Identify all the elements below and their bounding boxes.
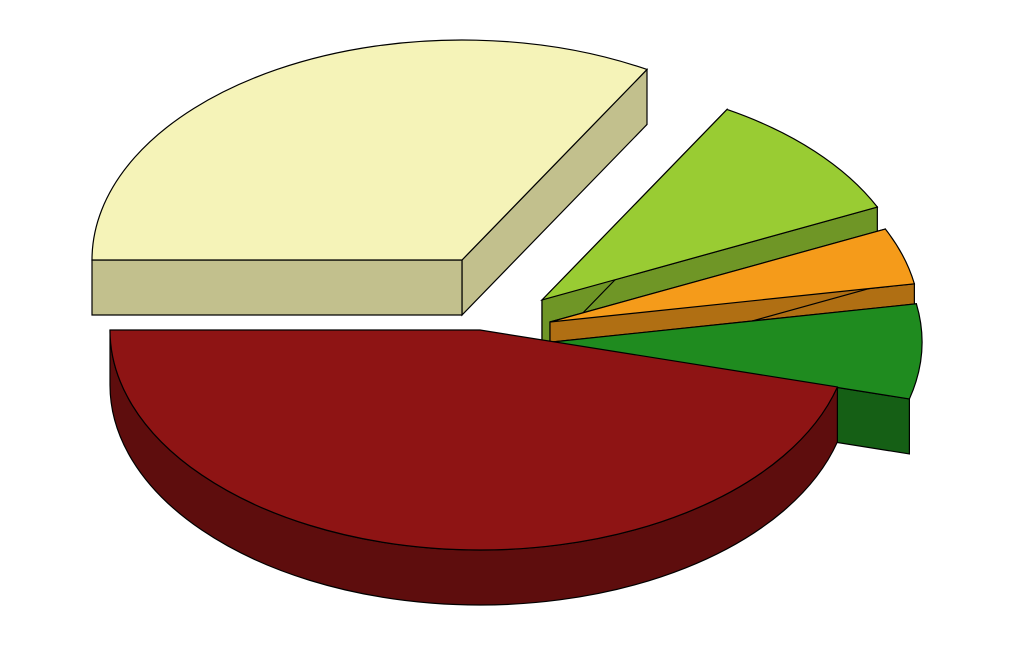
pie-chart-3d [0, 0, 1024, 672]
dark-red-slice [110, 330, 837, 605]
cream-slice [92, 40, 647, 315]
